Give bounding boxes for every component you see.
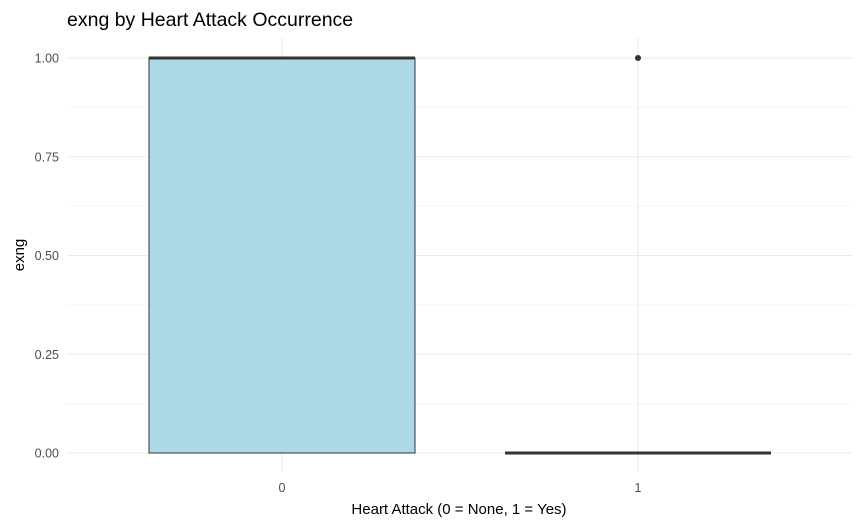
y-tick-label: 0.00	[35, 447, 59, 461]
box-group-1	[505, 55, 771, 455]
box-group-0	[148, 56, 416, 454]
outlier-point	[635, 55, 641, 61]
box-body	[148, 57, 416, 454]
tick-labels: 0.00 0.25 0.50 0.75 1.00 0 1	[35, 52, 642, 496]
y-tick-label: 1.00	[35, 52, 59, 66]
y-tick-label: 0.75	[35, 150, 59, 164]
x-tick-label: 0	[279, 481, 286, 495]
y-tick-label: 0.25	[35, 348, 59, 362]
chart-title: exng by Heart Attack Occurrence	[67, 9, 353, 31]
x-tick-label: 1	[635, 481, 642, 495]
x-axis-title: Heart Attack (0 = None, 1 = Yes)	[351, 501, 566, 518]
box-layer	[148, 55, 771, 455]
y-axis-title: exng	[11, 239, 28, 272]
y-tick-label: 0.50	[35, 249, 59, 263]
